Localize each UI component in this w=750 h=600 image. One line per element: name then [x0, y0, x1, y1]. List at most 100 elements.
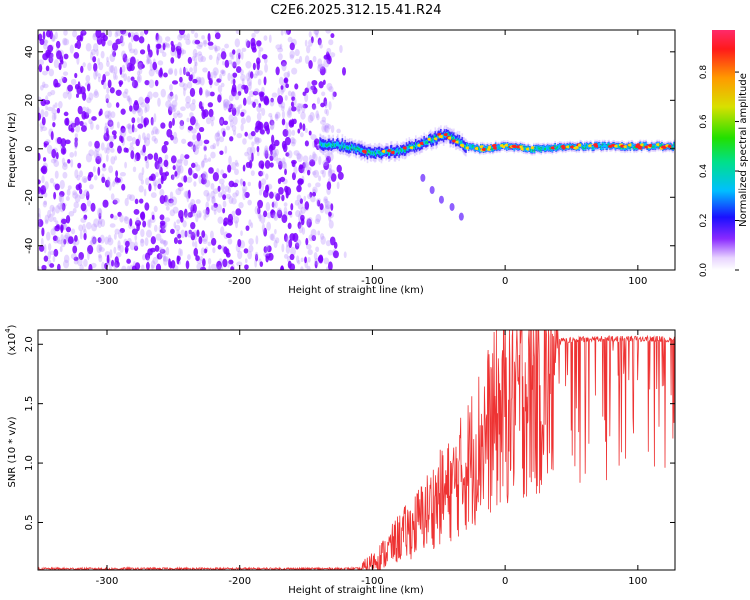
noise-speck	[300, 111, 306, 120]
noise-speck	[187, 189, 191, 199]
noise-speck	[114, 66, 118, 76]
noise-speck	[74, 142, 78, 150]
noise-speck	[276, 157, 283, 166]
band-mid	[479, 147, 481, 153]
noise-speck	[328, 39, 334, 46]
noise-speck	[171, 196, 178, 206]
noise-speck	[149, 61, 154, 72]
noise-speck	[304, 93, 309, 103]
band-mid	[542, 145, 544, 151]
noise-speck	[269, 143, 276, 151]
noise-speck	[112, 181, 115, 188]
noise-speck	[250, 170, 255, 176]
band-mid	[376, 149, 378, 155]
noise-speck	[204, 210, 209, 216]
band-mid	[605, 144, 608, 150]
noise-speck	[54, 170, 59, 179]
noise-speck	[140, 179, 145, 185]
noise-speck	[78, 224, 84, 232]
noise-speck	[38, 96, 42, 102]
noise-speck	[108, 165, 114, 174]
band-mid	[624, 145, 626, 151]
band-green	[339, 146, 342, 149]
band-mid	[587, 144, 590, 150]
noise-speck	[83, 177, 87, 184]
noise-speck	[254, 137, 260, 143]
band-green	[409, 145, 412, 148]
noise-speck	[44, 110, 49, 118]
noise-speck	[316, 199, 321, 207]
noise-speck	[256, 145, 260, 153]
noise-speck	[109, 147, 115, 153]
noise-speck	[142, 254, 146, 261]
snr-xtick-label: -100	[361, 576, 384, 587]
band-mid	[473, 145, 476, 151]
noise-speck	[237, 52, 241, 60]
noise-speck	[240, 74, 246, 82]
noise-speck	[120, 72, 125, 78]
noise-speck	[62, 76, 68, 84]
band-green	[346, 146, 348, 149]
band-green	[352, 147, 355, 151]
noise-speck	[143, 136, 147, 144]
noise-speck	[140, 102, 146, 108]
noise-speck	[291, 159, 297, 165]
echo-blob	[438, 195, 444, 204]
noise-speck	[320, 119, 327, 125]
noise-speck	[306, 265, 311, 270]
noise-speck	[133, 48, 138, 56]
band-mid	[415, 144, 418, 150]
band-green	[386, 150, 388, 153]
noise-speck	[284, 94, 288, 101]
noise-speck	[117, 211, 122, 217]
noise-speck	[131, 137, 137, 145]
noise-speck	[195, 255, 200, 262]
band-green	[583, 146, 585, 150]
noise-speck	[113, 215, 118, 221]
noise-speck	[113, 233, 117, 240]
noise-speck	[124, 88, 129, 95]
noise-speck	[48, 68, 55, 77]
noise-speck	[160, 175, 164, 185]
noise-speck	[213, 209, 217, 215]
noise-speck	[227, 186, 231, 194]
noise-speck	[74, 235, 78, 242]
noise-speck	[209, 144, 215, 150]
noise-speck	[301, 227, 306, 235]
noise-speck	[92, 43, 99, 52]
colorbar-axis: 0.00.20.40.60.8	[699, 65, 739, 278]
noise-speck	[53, 248, 59, 257]
noise-speck	[51, 33, 56, 42]
noise-speck	[135, 219, 142, 227]
noise-speck	[178, 209, 184, 219]
noise-speck	[189, 87, 196, 97]
band-green	[460, 141, 463, 144]
noise-speck	[102, 199, 109, 208]
noise-speck	[309, 191, 313, 198]
band-mid	[626, 145, 629, 151]
noise-speck	[64, 118, 69, 126]
noise-speck	[42, 200, 48, 208]
band-green	[539, 146, 542, 150]
noise-speck	[307, 256, 311, 263]
noise-speck	[144, 106, 148, 114]
noise-speck	[234, 38, 241, 48]
spectrogram-ytick-label: 20	[24, 94, 35, 107]
noise-speck	[63, 38, 70, 46]
noise-speck	[191, 55, 196, 62]
noise-speck	[313, 251, 318, 260]
noise-speck	[55, 151, 59, 160]
band-mid	[423, 138, 425, 144]
noise-speck	[40, 109, 45, 118]
colorbar-tick-label: 0.0	[699, 263, 709, 278]
noise-speck	[155, 43, 161, 49]
noise-speck	[197, 79, 202, 85]
noise-speck	[322, 79, 326, 85]
noise-speck	[54, 31, 58, 40]
noise-speck	[72, 192, 79, 199]
noise-speck	[143, 30, 149, 35]
noise-speck	[190, 221, 196, 230]
noise-speck	[106, 127, 109, 137]
noise-speck	[107, 40, 113, 47]
noise-speck	[204, 89, 209, 98]
